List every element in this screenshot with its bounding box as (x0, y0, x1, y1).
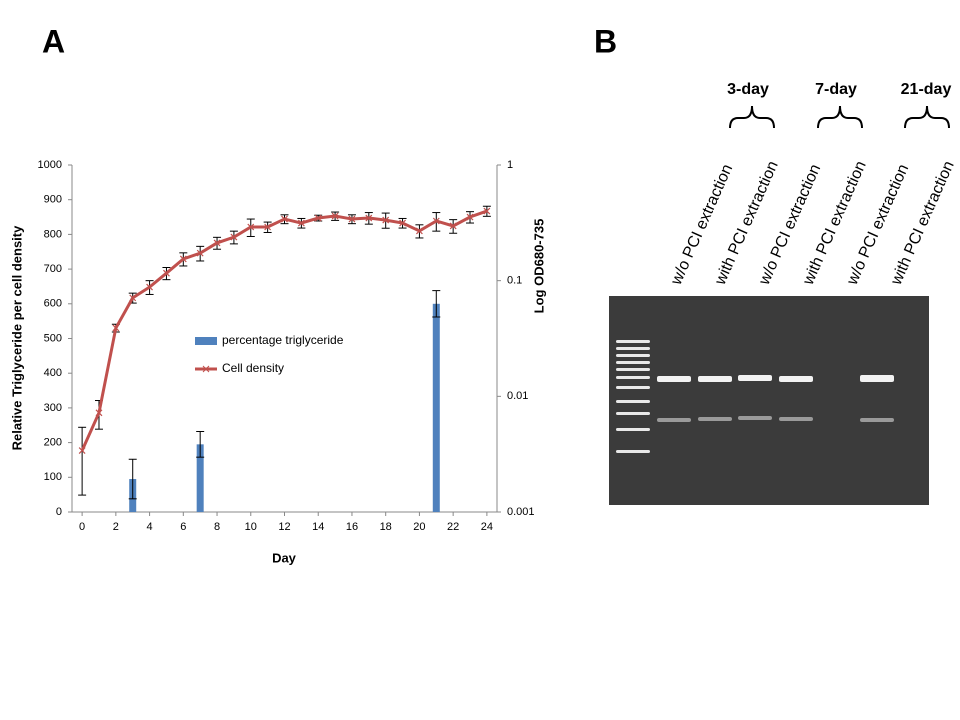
y-tick-label: 400 (44, 367, 62, 379)
y2-tick-label: 0.001 (507, 506, 535, 518)
marker (264, 223, 272, 231)
marker (483, 207, 491, 215)
legend-swatch (195, 337, 217, 345)
braces (729, 105, 950, 129)
error-bar (78, 426, 87, 496)
marker (365, 214, 373, 222)
bands-lower (657, 416, 894, 422)
marker (247, 223, 255, 231)
x-tick-label: 2 (113, 521, 119, 533)
y-tick-label: 0 (56, 506, 62, 518)
x-axis-label: Day (272, 550, 297, 565)
x-tick-label: 22 (447, 521, 459, 533)
marker (179, 255, 187, 263)
marker (230, 233, 238, 241)
x-tick-label: 16 (346, 521, 358, 533)
gel-image (609, 296, 929, 505)
y2-tick-label: 1 (507, 159, 513, 171)
marker (95, 409, 103, 417)
panel-label: A (42, 23, 65, 59)
error-bar (432, 290, 441, 318)
error-bar (196, 430, 205, 458)
group-label: 21-day (901, 81, 952, 98)
marker (112, 324, 120, 332)
legend-label: percentage triglyceride (222, 333, 344, 347)
bands-upper (657, 375, 894, 382)
marker (449, 222, 457, 230)
y2-tick-label: 0.01 (507, 390, 528, 402)
x-tick-label: 14 (312, 521, 324, 533)
x-tick-label: 8 (214, 521, 220, 533)
marker (331, 212, 339, 220)
bar (196, 444, 204, 512)
marker (129, 294, 137, 302)
x-tick-label: 20 (413, 521, 425, 533)
marker (297, 219, 305, 227)
marker (78, 447, 86, 454)
x-tick-label: 6 (180, 521, 186, 533)
marker (432, 217, 440, 225)
marker (281, 215, 288, 223)
y-tick-label: 300 (44, 402, 62, 414)
group-label: 3-day (727, 81, 769, 98)
y-tick-label: 700 (44, 263, 62, 275)
x-tick-label: 4 (147, 521, 153, 533)
error-bar (128, 458, 137, 500)
y2-tick-label: 0.1 (507, 275, 522, 287)
x-tick-label: 10 (245, 521, 257, 533)
x-tick-label: 18 (380, 521, 392, 533)
y-tick-label: 800 (44, 228, 62, 240)
y2-axis-label: Log OD680-735 (531, 219, 546, 314)
marker (466, 213, 474, 221)
marker (399, 219, 406, 227)
y-tick-label: 600 (44, 298, 62, 310)
y-tick-label: 1000 (38, 159, 62, 171)
gel-background (609, 296, 929, 505)
group-label: 7-day (815, 81, 857, 98)
marker (348, 215, 356, 223)
legend-marker (202, 365, 210, 373)
ladder (616, 340, 650, 453)
bar (432, 303, 440, 512)
x-tick-label: 0 (79, 521, 85, 533)
y-tick-label: 100 (44, 471, 62, 483)
marker (415, 227, 423, 235)
line (80, 209, 488, 452)
marker (146, 283, 154, 291)
x-tick-label: 24 (481, 521, 493, 533)
marker (382, 216, 390, 224)
legend-label: Cell density (222, 361, 284, 375)
marker (213, 239, 221, 247)
panel-label: B (594, 23, 617, 59)
y-tick-label: 200 (44, 437, 62, 449)
y-tick-label: 500 (44, 332, 62, 344)
y-tick-label: 900 (44, 194, 62, 206)
marker (196, 249, 204, 257)
marker (163, 269, 170, 277)
x-tick-label: 12 (278, 521, 290, 533)
marker (314, 214, 322, 222)
y-axis-label: Relative Triglyceride per cell density (9, 225, 24, 450)
